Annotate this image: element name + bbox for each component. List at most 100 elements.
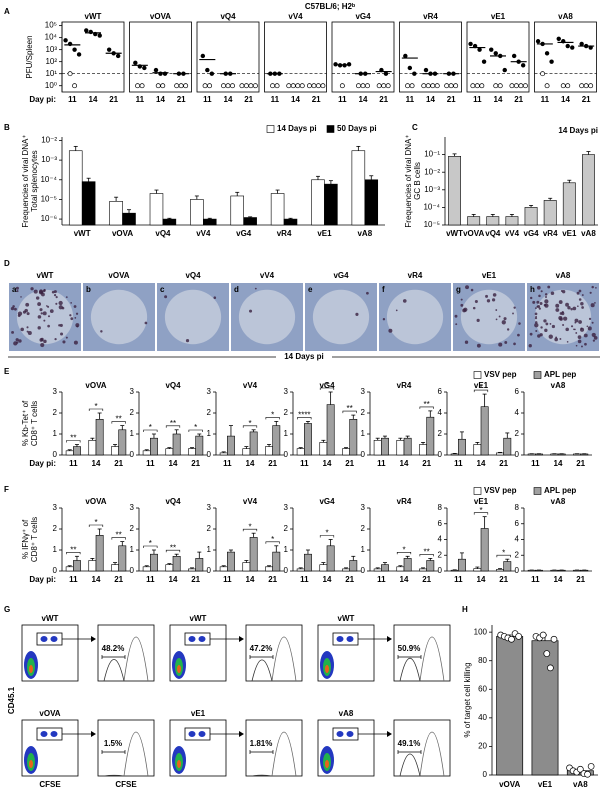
stain-dot <box>528 344 532 348</box>
stain-dot <box>460 298 463 301</box>
subplot-title: vE1 <box>474 497 489 506</box>
y-tick-label: 10⁻² <box>41 136 57 145</box>
germinal-center <box>90 289 148 345</box>
legend-label: VSV pep <box>484 486 517 495</box>
image-letter: c <box>160 285 165 294</box>
bar <box>319 442 328 456</box>
y-tick-label: 1 <box>207 429 212 438</box>
y-axis-label: Frequencies of viral DNA⁺ <box>404 134 413 227</box>
legend-swatch <box>266 125 275 133</box>
percent-label: 50.9% <box>398 644 421 653</box>
stain-dot <box>33 289 38 294</box>
bar <box>342 448 350 456</box>
stain-dot <box>559 317 563 321</box>
legend-swatch <box>533 487 542 495</box>
y-axis-label: Frequencies of viral DNA⁺ <box>21 134 30 227</box>
y-tick-label: 10⁻⁵ <box>424 220 440 229</box>
histogram-frame <box>393 624 451 682</box>
data-point <box>511 53 517 59</box>
plot-frame <box>129 21 192 93</box>
y-tick-label: 1 <box>284 545 289 554</box>
plot-title: vE1 <box>191 709 206 718</box>
x-tick-label: 14 <box>169 575 178 584</box>
significance-bracket <box>473 389 489 393</box>
histogram-peak <box>271 731 297 777</box>
supertitle: C57BL/6; H2ᵇ <box>305 2 355 11</box>
stain-dot <box>185 339 190 343</box>
x-tick-label: vWT <box>74 229 91 238</box>
data-point <box>550 635 558 643</box>
stain-dot <box>548 334 553 339</box>
y-tick-label: 0 <box>361 566 366 575</box>
x-tick-label: vA8 <box>581 229 596 238</box>
y-axis-label: % Kb-Tet⁺ of <box>21 400 30 446</box>
x-tick-label: vE1 <box>562 229 577 238</box>
germinal-center <box>238 289 296 345</box>
plot-frame <box>534 21 597 93</box>
x-axis-label: Day pi: <box>29 95 56 104</box>
bar <box>219 566 228 572</box>
stain-dot <box>37 326 41 330</box>
x-tick-label: vV4 <box>505 229 520 238</box>
x-tick-label: 14 <box>477 459 486 468</box>
flow-density <box>40 636 48 642</box>
arrow-head <box>387 731 392 737</box>
stain-dot <box>70 302 72 304</box>
stain-dot <box>550 291 555 296</box>
stain-dot <box>463 307 468 312</box>
flow-density <box>325 760 329 768</box>
panel-letter: H <box>462 605 468 614</box>
significance-label: * <box>194 423 197 432</box>
significance-label: * <box>479 506 482 515</box>
stain-dot <box>513 306 516 309</box>
y-tick-label: 10⁰ <box>45 81 57 90</box>
bar <box>73 446 81 456</box>
stain-dot <box>544 328 548 333</box>
stain-dot <box>529 332 533 336</box>
significance-bracket <box>111 421 126 424</box>
image-title: vG4 <box>333 271 349 280</box>
bar <box>265 446 273 456</box>
stain-dot <box>581 306 584 309</box>
bar <box>426 560 435 572</box>
stain-dot <box>58 300 63 306</box>
open-point <box>243 83 249 89</box>
stain-dot <box>476 343 481 348</box>
stain-dot <box>584 342 587 346</box>
y-tick-label: 3 <box>130 387 135 396</box>
open-point <box>320 83 326 89</box>
stain-dot <box>55 302 58 305</box>
bar <box>403 558 412 572</box>
stain-dot <box>470 288 474 292</box>
stain-dot <box>594 302 596 304</box>
y-tick-label: 3 <box>284 387 289 396</box>
stain-dot <box>573 328 575 331</box>
legend-label: APL pep <box>544 370 576 379</box>
bar <box>65 450 74 456</box>
stain-dot <box>591 332 596 338</box>
bar <box>311 179 325 226</box>
x-tick-label: 11 <box>300 575 309 584</box>
x-tick-label: 11 <box>146 459 155 468</box>
bar <box>195 558 204 572</box>
y-tick-label: 2 <box>361 524 366 533</box>
significance-label: ** <box>116 531 122 540</box>
significance-bracket <box>242 528 258 532</box>
stain-dot <box>11 330 14 334</box>
stain-dot <box>577 339 582 344</box>
subplot-title: vOVA <box>150 12 171 21</box>
bar <box>95 534 104 572</box>
subplot-title: vR4 <box>423 12 438 21</box>
x-tick-label: 21 <box>379 95 388 104</box>
stain-dot <box>574 318 579 323</box>
histogram-peak <box>399 753 421 777</box>
bar <box>480 406 489 456</box>
bar <box>473 444 482 456</box>
stain-dot <box>460 303 464 307</box>
y-tick-label: 10⁻² <box>424 167 440 176</box>
data-point <box>423 67 429 73</box>
stain-dot <box>532 300 536 304</box>
x-tick-label: 11 <box>377 575 386 584</box>
bar <box>111 446 119 456</box>
stain-dot <box>545 322 549 326</box>
